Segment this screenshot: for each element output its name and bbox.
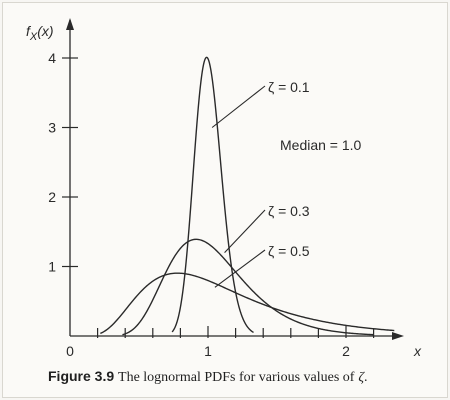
curves: [100, 56, 395, 336]
leader-line: [214, 249, 266, 288]
x-tick-label: 1: [204, 343, 212, 359]
median-annotation: Median = 1.0: [280, 137, 362, 153]
y-tick-label: 2: [48, 189, 56, 205]
series-line-zeta-0-1: [171, 56, 254, 334]
caption-figure-number: Figure 3.9: [48, 368, 115, 384]
y-tick-label: 4: [48, 50, 56, 66]
y-tick-label: 3: [48, 120, 56, 136]
leader-line: [211, 85, 266, 128]
axes: [62, 18, 404, 340]
series-label: ζ = 0.1: [268, 79, 310, 95]
series-label: ζ = 0.3: [268, 203, 310, 219]
x-tick-label: 2: [342, 343, 350, 359]
caption-symbol: ζ: [358, 370, 365, 385]
y-axis-arrow: [66, 18, 74, 30]
y-tick-label: 1: [48, 259, 56, 275]
leader-line: [224, 209, 266, 253]
series-line-zeta-0-5: [100, 272, 395, 335]
series-label: ζ = 0.5: [268, 243, 310, 259]
figure-caption: Figure 3.9 The lognormal PDFs for variou…: [48, 368, 448, 386]
x-axis-arrow: [392, 332, 404, 340]
series-line-zeta-0-3: [122, 238, 374, 336]
y-axis-label: fX(x): [26, 23, 54, 43]
x-axis-label: x: [413, 343, 422, 359]
caption-end: .: [364, 370, 368, 385]
labels: 1 2 3 4 0 1 2 fX(x) x ζ = 0.1 ζ = 0.3 ζ = 0.5 Median…: [26, 23, 422, 359]
x-tick-label: 0: [66, 343, 74, 359]
caption-text: The lognormal PDFs for various values of: [118, 370, 355, 385]
